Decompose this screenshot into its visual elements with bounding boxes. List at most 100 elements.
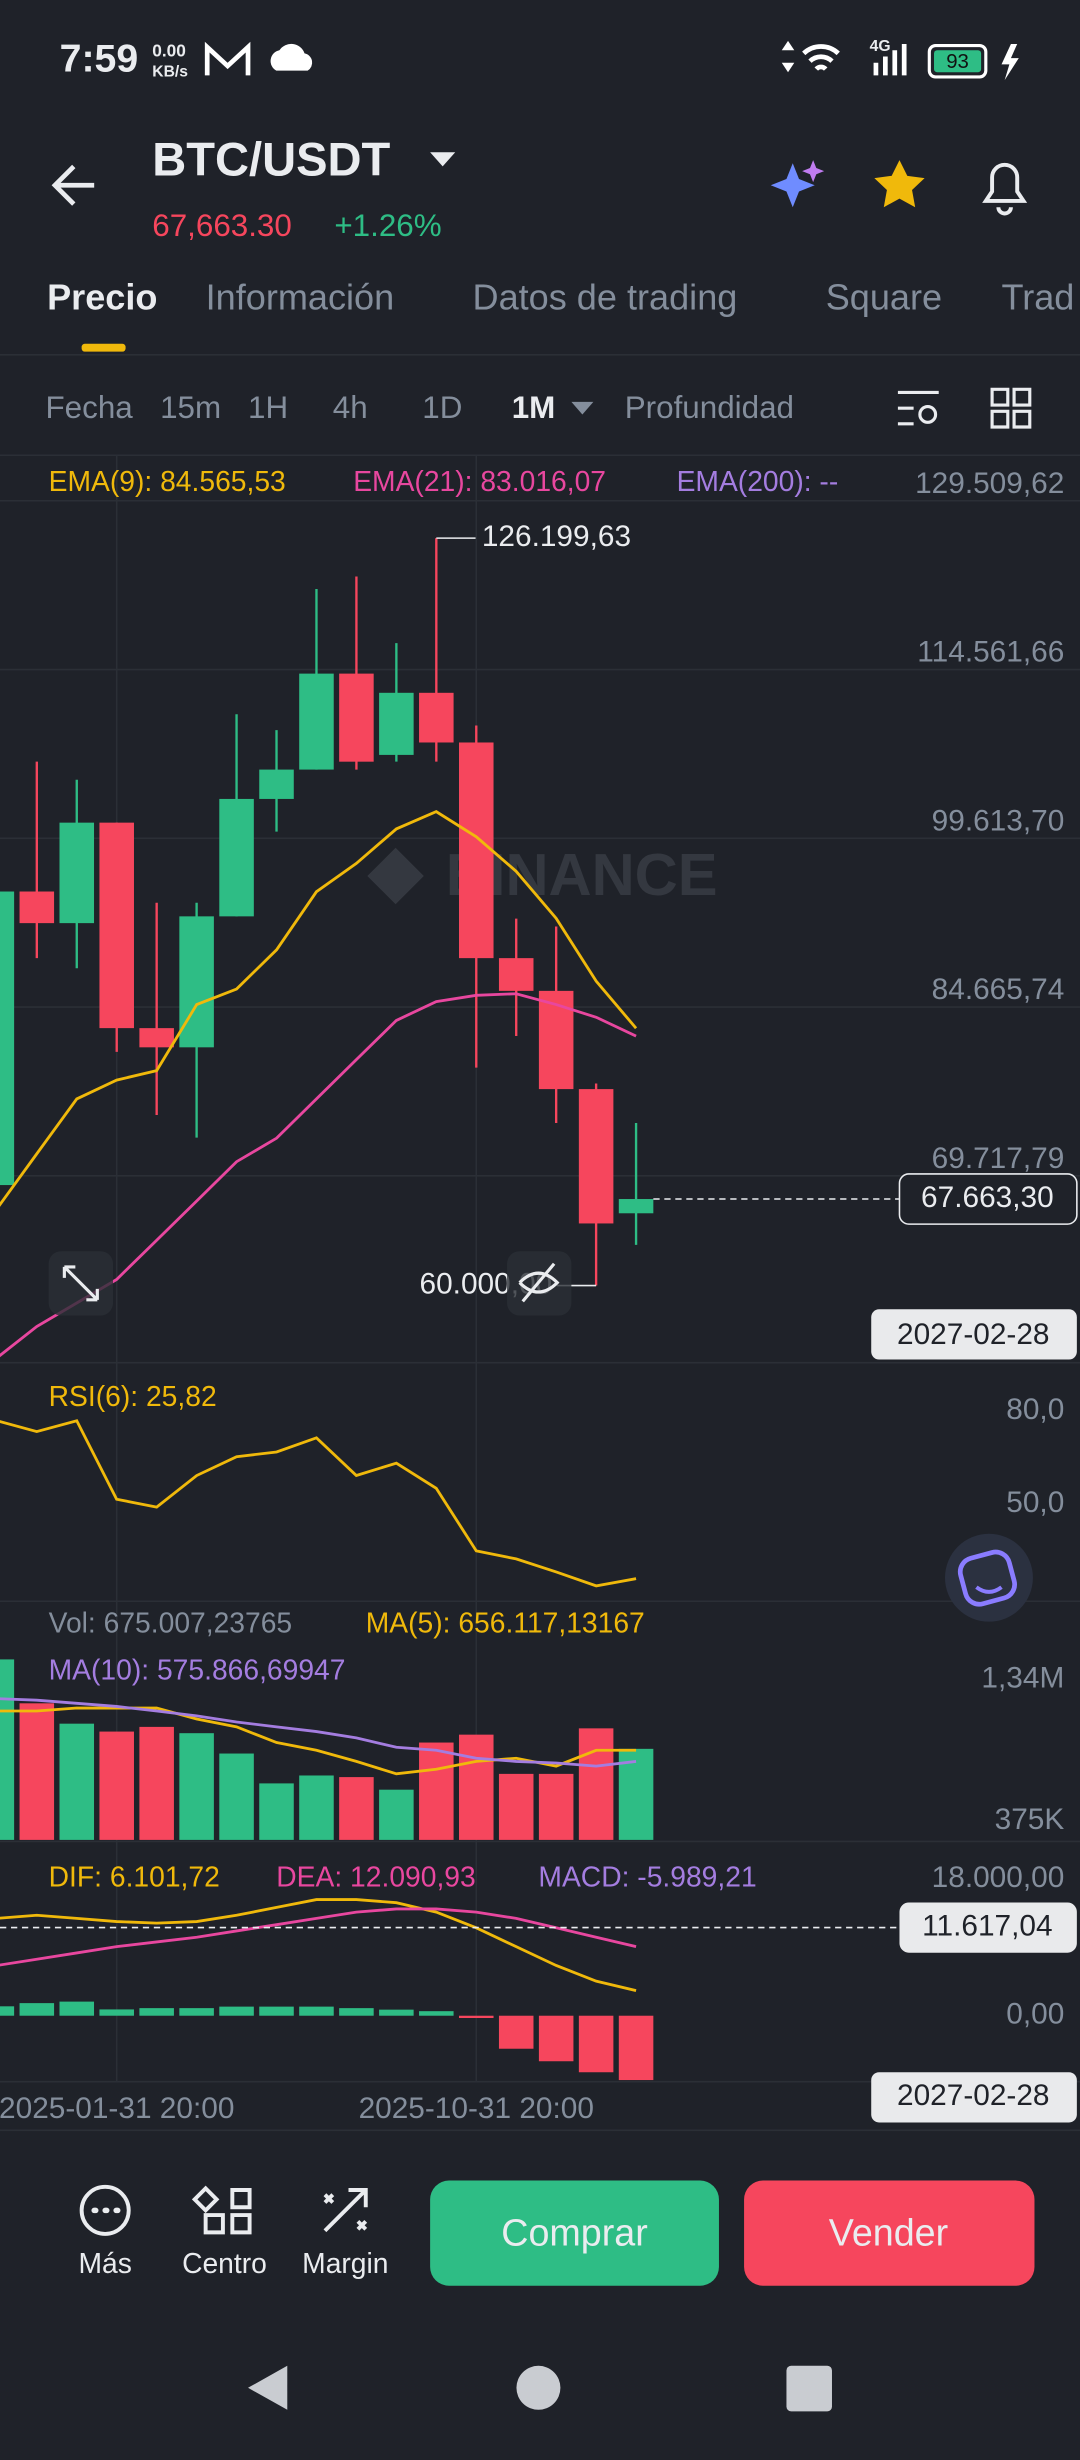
date-label: 2027-02-28: [897, 2079, 1049, 2112]
indicator-settings-gear: [918, 405, 938, 424]
legend-entry: DIF: 6.101,72: [49, 1861, 220, 1893]
assistant-bubble[interactable]: [945, 1533, 1033, 1622]
layout-button[interactable]: [990, 387, 1032, 429]
alerts-button[interactable]: [982, 162, 1028, 216]
interval[interactable]: 1H: [248, 390, 288, 425]
volume-bar: [498, 1773, 534, 1840]
y-tick-label: 129.509,62: [915, 467, 1064, 500]
more-icon[interactable]: [79, 2184, 131, 2236]
legend-entry: MA(10): 575.866,69947: [49, 1653, 346, 1685]
favorite-button[interactable]: [874, 160, 925, 208]
y-tick-label: 69.717,79: [932, 1142, 1065, 1175]
macd-last-label: 11.617,04: [922, 1909, 1052, 1942]
candle-body: [459, 742, 494, 959]
y-tick-label: 0,00: [1006, 1998, 1064, 2031]
cloud-icon: [270, 43, 313, 71]
charging-icon: [1001, 43, 1019, 81]
volume-bar: [459, 1734, 494, 1840]
nav-back[interactable]: [248, 2365, 288, 2410]
legend-entry: RSI(6): 25,82: [49, 1380, 217, 1412]
pair-title[interactable]: BTC/USDT: [152, 133, 390, 186]
net-speed-unit: KB/s: [152, 63, 188, 80]
volume-bar: [219, 1753, 254, 1840]
price-change: +1.26%: [334, 208, 441, 243]
data-arrows: [781, 40, 795, 73]
center-label[interactable]: Centro: [182, 2247, 267, 2279]
volume-bar: [59, 1723, 95, 1840]
macd-bar: [419, 2011, 454, 2016]
tab[interactable]: Información: [206, 276, 395, 317]
candle-body: [498, 958, 534, 991]
ai-sparkle: [802, 160, 825, 183]
macd-bar: [99, 2009, 134, 2016]
nav-home[interactable]: [516, 2365, 561, 2410]
interval[interactable]: 1D: [422, 390, 462, 425]
tab[interactable]: Square: [826, 276, 942, 317]
battery-level: [934, 50, 982, 73]
candle-body: [419, 692, 454, 743]
candle-body: [19, 891, 55, 924]
assistant-smile: [975, 1585, 1003, 1594]
volume-bar: [299, 1775, 334, 1840]
more-label[interactable]: Más: [78, 2247, 131, 2279]
margin-icon[interactable]: [323, 2188, 368, 2233]
pair-dropdown[interactable]: [430, 152, 456, 167]
interval[interactable]: Profundidad: [625, 390, 794, 425]
interval-dropdown[interactable]: [571, 401, 594, 415]
date-box: [871, 1309, 1077, 1360]
y-tick-label: 114.561,66: [917, 636, 1064, 669]
macd-bar: [618, 2015, 654, 2081]
candle-body: [0, 891, 15, 1186]
last-price: 67,663.30: [152, 208, 292, 243]
interval[interactable]: 1M: [512, 390, 556, 425]
y-tick-label: 18.000,00: [932, 1861, 1065, 1894]
active-tab-indicator: [81, 343, 126, 352]
candle-body: [259, 769, 294, 799]
macd-bar: [538, 2015, 574, 2062]
macd-bar: [0, 2006, 15, 2016]
watermark-logo: [367, 847, 424, 905]
buy-label[interactable]: Comprar: [501, 2211, 647, 2253]
interval[interactable]: 15m: [160, 390, 221, 425]
buy-button[interactable]: [430, 2180, 719, 2286]
volume-title: Vol: 675.007,23765: [49, 1606, 292, 1638]
back-button[interactable]: [51, 164, 95, 206]
candle-body: [299, 673, 334, 770]
volume-bar: [419, 1742, 454, 1840]
candle-body: [379, 692, 414, 755]
tab[interactable]: Trad: [1002, 276, 1075, 317]
margin-label[interactable]: Margin: [302, 2247, 388, 2279]
macd-bar: [219, 2006, 254, 2016]
candle-body: [99, 822, 134, 1029]
volume-bar: [339, 1777, 374, 1840]
sell-button[interactable]: [744, 2180, 1035, 2286]
interval[interactable]: Fecha: [46, 390, 134, 425]
nav-recent[interactable]: [786, 2365, 832, 2412]
y-tick-label: 50,0: [1006, 1486, 1064, 1519]
tab[interactable]: Precio: [47, 276, 157, 317]
macd-bar: [139, 2008, 174, 2016]
volume-bar: [139, 1726, 174, 1840]
volume-bar: [19, 1703, 55, 1840]
candle-body: [179, 916, 214, 1048]
battery: [927, 43, 988, 79]
center-icon[interactable]: [191, 2185, 252, 2235]
ai-button[interactable]: [770, 163, 815, 208]
assistant-icon: [957, 1549, 1017, 1607]
fullscreen-icon: [62, 1265, 99, 1302]
interval[interactable]: 4h: [333, 390, 368, 425]
legend-entry: MA(5): 656.117,13167: [366, 1606, 645, 1638]
y-tick-label: 1,34M: [981, 1662, 1064, 1695]
high-label: 126.199,63: [482, 520, 631, 553]
battery-percent: 93: [946, 51, 969, 73]
network-type: 4G: [870, 38, 891, 55]
mail-icon: [204, 41, 251, 76]
macd-bar: [339, 2008, 374, 2016]
volume-bar: [379, 1789, 414, 1840]
sell-label[interactable]: Vender: [829, 2211, 948, 2253]
indicator-settings[interactable]: [897, 390, 939, 426]
macd-bar: [498, 2015, 534, 2049]
tab[interactable]: Datos de trading: [473, 276, 738, 317]
legend-entry: DEA: 12.090,93: [276, 1861, 475, 1893]
